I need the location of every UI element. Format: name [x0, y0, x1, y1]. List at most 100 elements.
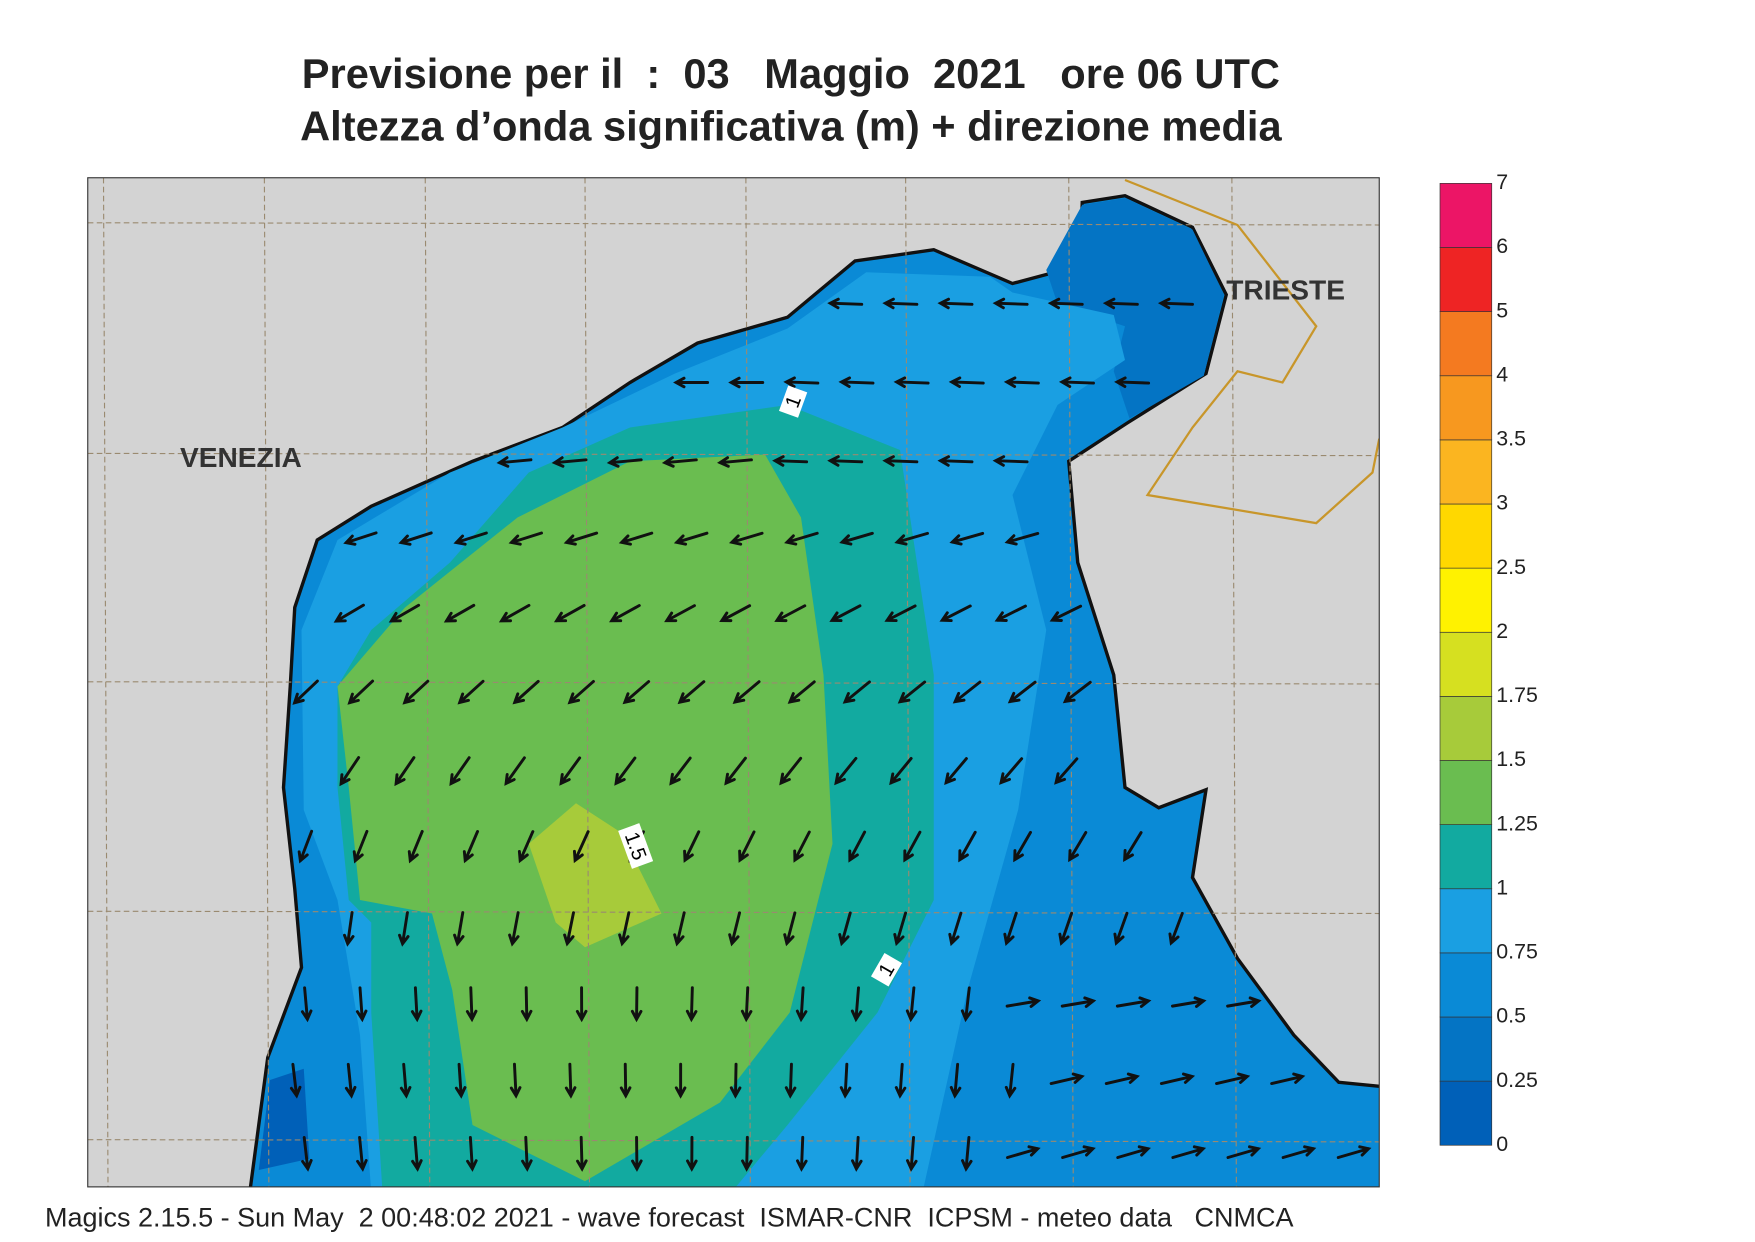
graticule [87, 910, 1380, 915]
direction-arrow [779, 756, 803, 786]
direction-arrow [1226, 996, 1262, 1008]
direction-arrow [517, 830, 535, 864]
direction-arrow [1171, 996, 1207, 1008]
direction-arrow [994, 604, 1027, 622]
direction-arrow [1102, 297, 1139, 310]
colorbar-band [1439, 439, 1493, 505]
direction-arrow [344, 1062, 357, 1099]
direction-arrow [884, 604, 917, 623]
colorbar-label: 2.5 [1496, 555, 1526, 579]
graticule [263, 177, 270, 1187]
colorbar-band [1439, 1080, 1493, 1146]
direction-arrow [683, 830, 701, 863]
direction-arrow [834, 756, 858, 786]
city-label: TRIESTE [1226, 274, 1345, 305]
direction-arrow [795, 986, 808, 1023]
direction-arrow [609, 604, 641, 623]
direction-arrow [466, 1135, 478, 1172]
direction-arrow [356, 1135, 368, 1172]
direction-arrow [1003, 376, 1040, 389]
direction-arrow [838, 911, 852, 947]
direction-arrow [717, 456, 753, 468]
colorbar-band [1439, 183, 1493, 248]
direction-arrow [454, 1062, 467, 1099]
border [1124, 178, 1380, 525]
direction-arrow [787, 680, 816, 704]
direction-arrow [958, 830, 977, 863]
colorbar-band [1439, 503, 1493, 569]
direction-arrow [738, 830, 756, 863]
direction-arrow [512, 679, 540, 705]
direction-arrow [783, 376, 820, 389]
direction-arrow [839, 1062, 852, 1099]
direction-arrow [575, 986, 588, 1023]
direction-arrow [796, 1135, 808, 1172]
direction-arrow [614, 756, 637, 786]
colorbar-label: 2 [1496, 619, 1508, 643]
direction-arrow [496, 456, 533, 468]
direction-arrow [443, 603, 476, 623]
direction-arrow [563, 531, 599, 546]
direction-arrow [1007, 680, 1037, 704]
direction-arrow [673, 531, 709, 546]
direction-arrow [1226, 1145, 1262, 1159]
direction-arrow [606, 456, 643, 468]
direction-arrow [1047, 297, 1084, 310]
direction-arrow [521, 1135, 533, 1172]
subtitle: Altezza d’onda significativa (m) + direz… [300, 103, 1282, 150]
direction-arrow [729, 1062, 742, 1099]
colorbar-label: 5 [1496, 298, 1508, 322]
graticule [87, 681, 1380, 685]
direction-arrow [992, 297, 1029, 310]
direction-arrow [784, 1062, 797, 1099]
direction-arrow [673, 911, 686, 947]
direction-arrow [1004, 1062, 1017, 1099]
direction-arrow [1104, 1072, 1140, 1086]
colorbar-label: 1.75 [1496, 683, 1538, 707]
direction-arrow [407, 829, 424, 864]
direction-arrow [961, 1135, 973, 1172]
direction-arrow [889, 757, 913, 786]
colorbar-label: 3 [1496, 491, 1508, 515]
colorbar-band [1439, 247, 1493, 312]
direction-arrow [893, 911, 908, 947]
colorbar-label: 0.25 [1496, 1068, 1538, 1092]
direction-arrow [564, 1062, 577, 1099]
direction-arrow [297, 829, 314, 864]
colorbar: 0 0.25 0.5 0.75 1 1.25 1.5 1.75 2 2.5 3 3.5 4 5 6 7 [1439, 170, 1538, 1156]
direction-arrow [893, 376, 930, 389]
colorbar-label: 6 [1496, 234, 1508, 258]
direction-arrow [882, 297, 919, 310]
colorbar-band [1439, 760, 1493, 825]
direction-arrow [664, 604, 696, 623]
direction-arrow [631, 1135, 643, 1172]
direction-arrow [677, 680, 706, 705]
direction-arrow [292, 679, 319, 705]
direction-arrow [838, 376, 875, 389]
direction-arrow [498, 603, 531, 623]
direction-arrow [827, 297, 864, 310]
direction-arrow [347, 679, 375, 705]
colorbar-label: 1.25 [1496, 811, 1538, 835]
direction-arrow [724, 756, 747, 786]
colorbar-label: 4 [1496, 362, 1508, 386]
direction-arrow [783, 911, 797, 947]
direction-arrow [1123, 831, 1143, 863]
direction-arrow [1013, 830, 1032, 863]
frame [87, 177, 1380, 1188]
direction-arrow [1116, 1145, 1151, 1159]
direction-arrow [1115, 996, 1152, 1008]
colorbar-band [1439, 824, 1493, 890]
colorbar-label: 1.5 [1496, 747, 1526, 771]
direction-arrow [1005, 996, 1042, 1008]
colorbar-band [1439, 696, 1493, 761]
direction-arrow [732, 680, 761, 704]
direction-arrow [453, 911, 465, 947]
colorbar-band [1439, 888, 1493, 954]
direction-arrow [553, 603, 586, 623]
zone-peak [528, 803, 662, 948]
direction-arrow [398, 911, 410, 947]
direction-arrow [992, 455, 1029, 467]
direction-arrow [728, 376, 765, 389]
